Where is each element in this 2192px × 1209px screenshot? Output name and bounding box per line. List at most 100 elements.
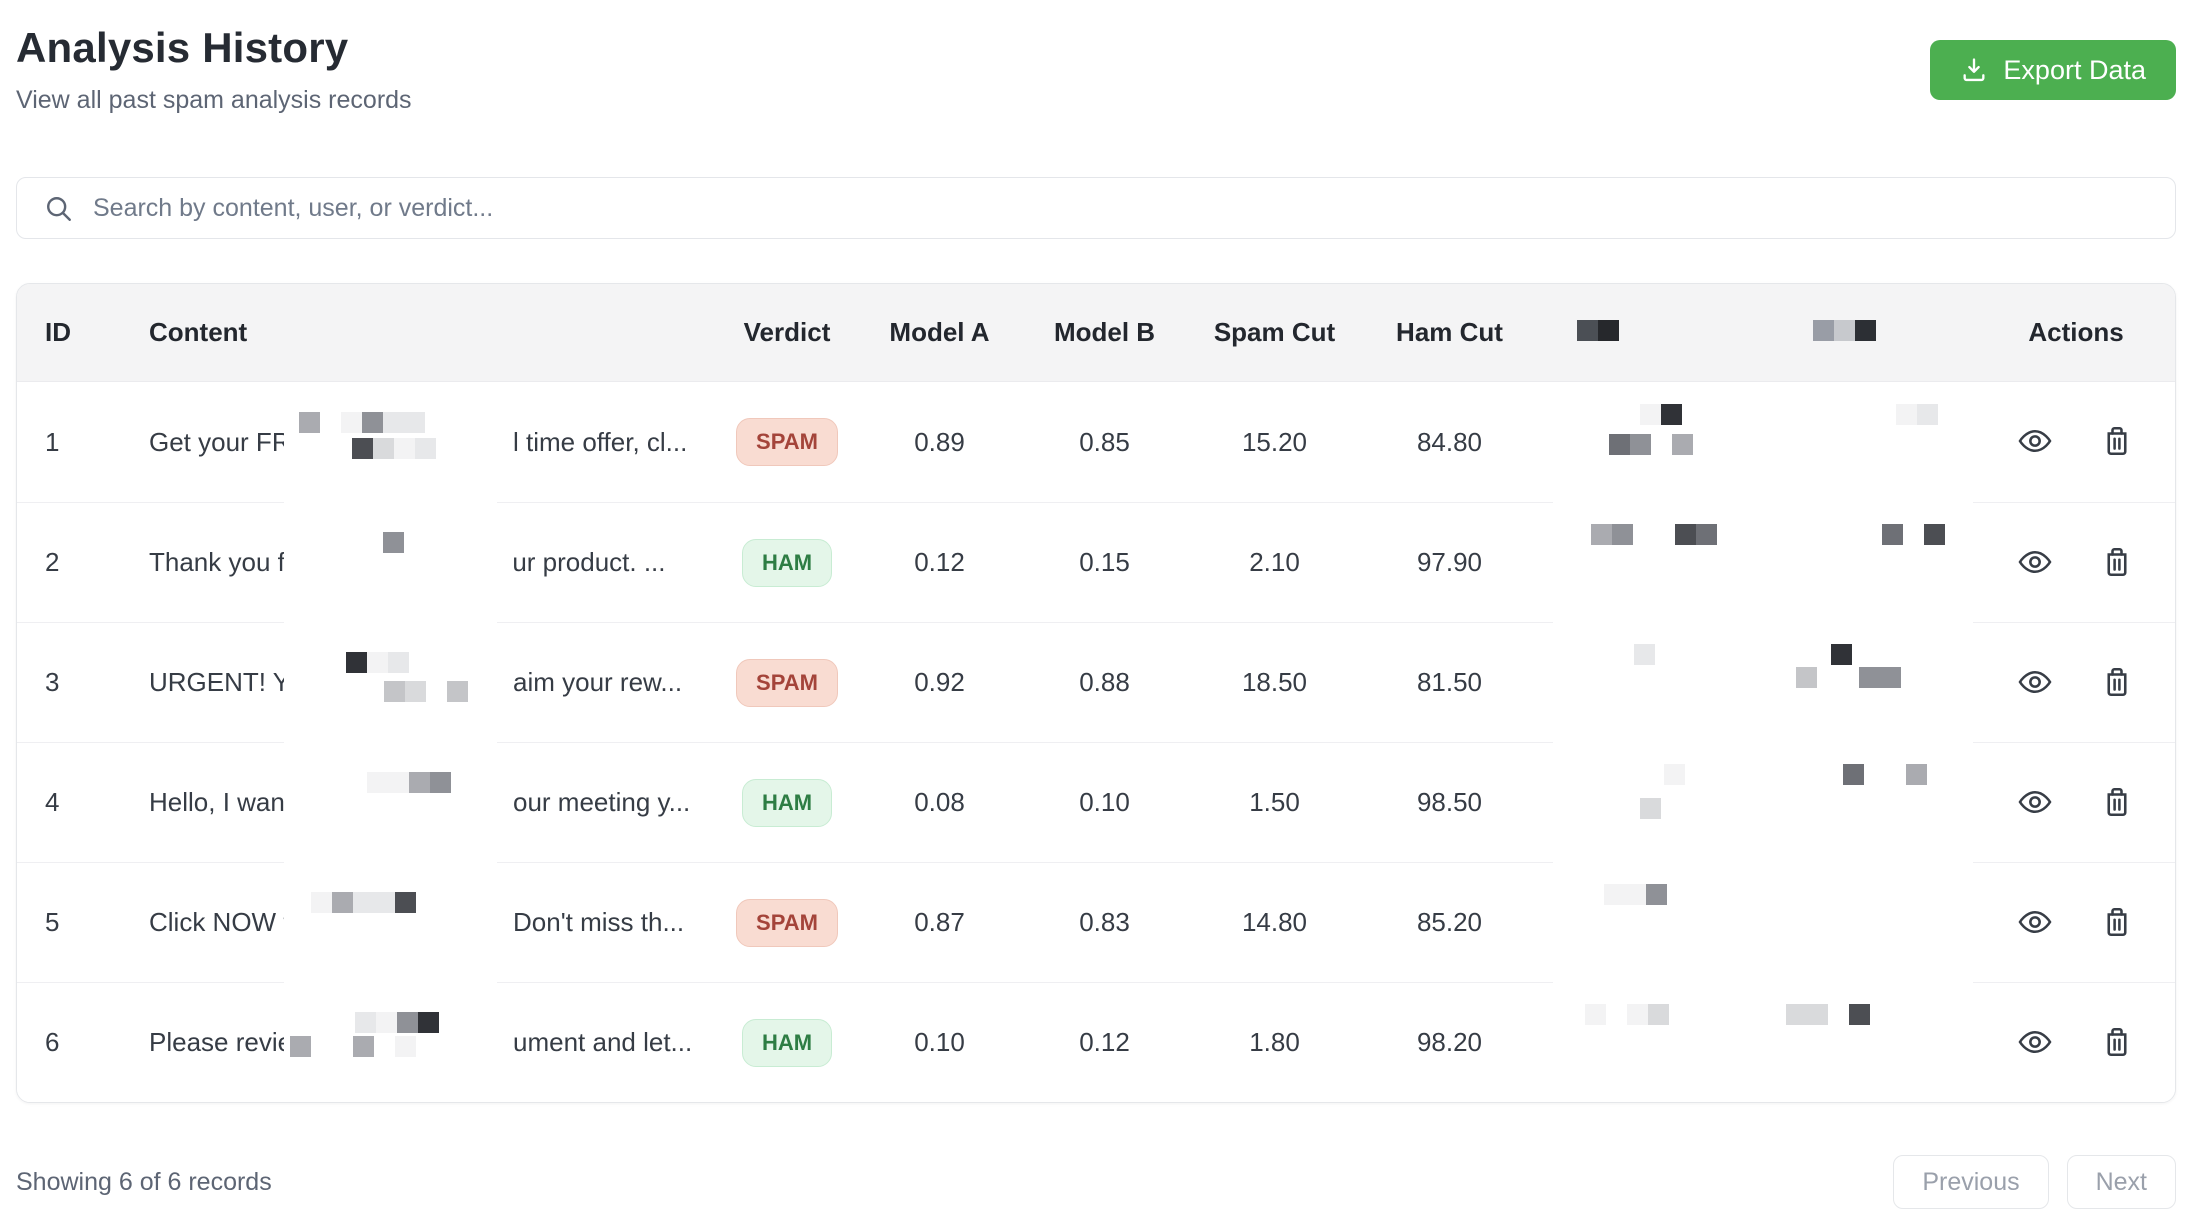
download-icon	[1960, 56, 1988, 84]
header-verdict: Verdict	[743, 317, 831, 347]
cell-spam-cut: 2.10	[1249, 547, 1300, 577]
eye-icon	[2017, 790, 2053, 823]
cell-actions	[1977, 664, 2175, 702]
export-data-button[interactable]: Export Data	[1930, 40, 2176, 100]
cell-id: 2	[45, 547, 60, 577]
trash-icon	[2099, 787, 2135, 823]
cell-id: 5	[45, 907, 60, 937]
cell-model-a: 0.89	[914, 426, 965, 457]
cell-model-b: 0.83	[1079, 907, 1130, 937]
redacted-region	[284, 382, 497, 1102]
header-redacted-1	[1537, 317, 1757, 348]
search-icon	[44, 194, 73, 223]
cell-id: 6	[45, 1027, 60, 1057]
cell-content: Hello, I wante our meeting y...	[149, 787, 691, 817]
cell-actions	[1977, 904, 2175, 942]
eye-icon	[2017, 1030, 2053, 1063]
cell-verdict: SPAM	[717, 658, 857, 707]
view-button[interactable]	[2016, 664, 2054, 702]
verdict-badge: SPAM	[736, 658, 838, 707]
search-bar	[16, 177, 2176, 239]
redacted-block	[1813, 320, 1876, 341]
header-spam-cut: Spam Cut	[1213, 317, 1336, 347]
trash-icon	[2099, 1027, 2135, 1063]
delete-button[interactable]	[2098, 423, 2136, 461]
header-id: ID	[45, 317, 71, 347]
cell-model-a: 0.08	[914, 787, 965, 817]
delete-button[interactable]	[2098, 664, 2136, 702]
cell-model-a: 0.12	[914, 547, 965, 577]
delete-button[interactable]	[2098, 904, 2136, 942]
top-bar: Analysis History View all past spam anal…	[16, 24, 2176, 115]
delete-button[interactable]	[2098, 784, 2136, 822]
cell-spam-cut: 18.50	[1241, 667, 1308, 697]
analysis-table: ID Content Verdict Model A Model B Spam …	[16, 283, 2176, 1103]
header-content: Content	[149, 317, 248, 347]
next-button[interactable]: Next	[2066, 1155, 2176, 1209]
verdict-badge: SPAM	[736, 418, 838, 466]
pagination: Previous Next	[1893, 1155, 2176, 1209]
trash-icon	[2099, 426, 2135, 462]
delete-button[interactable]	[2098, 1024, 2136, 1062]
trash-icon	[2099, 667, 2135, 703]
cell-ham-cut: 97.90	[1416, 547, 1483, 577]
redacted-block	[1577, 320, 1619, 341]
trash-icon	[2099, 907, 2135, 943]
verdict-badge: HAM	[741, 1018, 833, 1067]
cell-content: URGENT! You aim your rew...	[149, 667, 683, 697]
cell-model-a: 0.10	[914, 1027, 965, 1057]
cell-content: Please review ument and let...	[149, 1027, 693, 1057]
view-button[interactable]	[2016, 784, 2054, 822]
cell-actions	[1977, 1024, 2175, 1062]
eye-icon	[2017, 550, 2053, 583]
view-button[interactable]	[2016, 423, 2054, 461]
cell-spam-cut: 15.20	[1241, 426, 1308, 457]
cell-model-b: 0.10	[1079, 787, 1130, 817]
cell-spam-cut: 14.80	[1241, 907, 1308, 937]
page-subtitle: View all past spam analysis records	[16, 86, 412, 114]
cell-model-b: 0.15	[1079, 547, 1130, 577]
eye-icon	[2017, 670, 2053, 703]
cell-verdict: SPAM	[717, 418, 857, 466]
delete-button[interactable]	[2098, 544, 2136, 582]
header-model-b: Model B	[1053, 317, 1156, 347]
cell-ham-cut: 98.20	[1416, 1027, 1483, 1057]
cell-content: Click NOW fo Don't miss th...	[149, 907, 685, 937]
export-data-label: Export Data	[2003, 54, 2146, 85]
page-title: Analysis History	[16, 24, 349, 71]
cell-ham-cut: 81.50	[1416, 667, 1483, 697]
cell-model-b: 0.88	[1079, 667, 1130, 697]
cell-content: Thank you fo ur product. ...	[149, 547, 666, 577]
cell-model-b: 0.12	[1079, 1027, 1130, 1057]
cell-verdict: HAM	[717, 778, 857, 827]
cell-model-a: 0.87	[914, 907, 965, 937]
eye-icon	[2017, 429, 2053, 462]
cell-actions	[1977, 544, 2175, 582]
view-button[interactable]	[2016, 904, 2054, 942]
verdict-badge: HAM	[741, 538, 833, 587]
cell-model-a: 0.92	[914, 667, 965, 697]
header-actions: Actions	[2028, 317, 2124, 347]
records-summary: Showing 6 of 6 records	[16, 1167, 272, 1196]
view-button[interactable]	[2016, 1024, 2054, 1062]
verdict-badge: HAM	[741, 778, 833, 827]
view-button[interactable]	[2016, 544, 2054, 582]
cell-verdict: HAM	[717, 538, 857, 587]
search-input[interactable]	[16, 177, 2176, 239]
redacted-region	[1553, 382, 1973, 1102]
cell-content: Get your FRE l time offer, cl...	[149, 426, 688, 457]
cell-verdict: SPAM	[717, 898, 857, 947]
cell-id: 4	[45, 787, 60, 817]
eye-icon	[2017, 910, 2053, 943]
cell-id: 3	[45, 667, 60, 697]
verdict-badge: SPAM	[736, 898, 838, 947]
cell-spam-cut: 1.80	[1249, 1027, 1300, 1057]
footer: Showing 6 of 6 records Previous Next	[16, 1155, 2176, 1209]
header-model-a: Model A	[889, 317, 990, 347]
previous-button[interactable]: Previous	[1893, 1155, 2049, 1209]
cell-model-b: 0.85	[1079, 426, 1130, 457]
header-ham-cut: Ham Cut	[1396, 317, 1503, 347]
cell-actions	[1977, 784, 2175, 822]
cell-actions	[1977, 423, 2175, 461]
table-header-row: ID Content Verdict Model A Model B Spam …	[17, 284, 2175, 382]
